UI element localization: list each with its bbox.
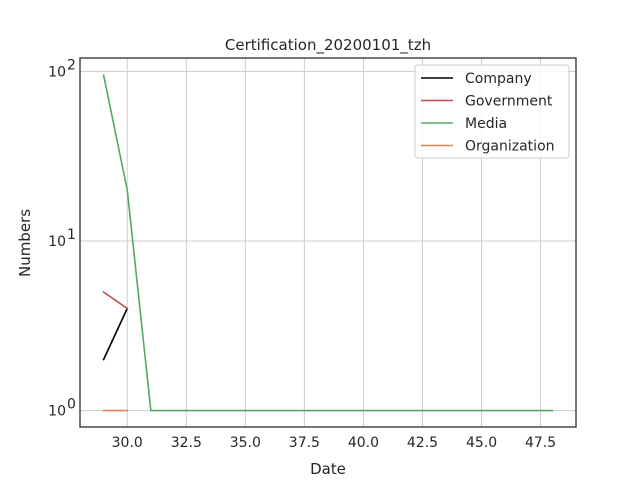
x-tick-label: 40.0 <box>348 435 379 451</box>
x-axis-ticks: 30.0 32.5 35.0 37.5 40.0 42.5 45.0 47.5 <box>112 435 557 451</box>
plot-frame <box>79 57 577 428</box>
y-tick-exponent: 1 <box>67 227 76 243</box>
x-tick-label: 30.0 <box>112 435 143 451</box>
legend-label-government: Government <box>465 94 553 110</box>
y-tick-exponent: 0 <box>67 397 76 413</box>
x-axis-label: Date <box>310 460 346 478</box>
y-axis-label: Numbers <box>16 209 34 277</box>
series-line-media <box>102 74 554 412</box>
y-tick-label: 10 <box>48 234 66 250</box>
y-tick-label: 10 <box>48 64 66 80</box>
y-tick-exponent: 2 <box>67 57 76 73</box>
x-tick-label: 47.5 <box>525 435 556 451</box>
x-tick-label: 42.5 <box>407 435 438 451</box>
x-tick-label: 45.0 <box>466 435 497 451</box>
legend-box <box>414 64 570 159</box>
series-layer <box>102 74 554 412</box>
legend-label-media: Media <box>465 116 507 132</box>
legend-label-company: Company <box>465 71 532 87</box>
x-tick-label: 37.5 <box>289 435 320 451</box>
x-tick-label: 32.5 <box>171 435 202 451</box>
chart-title: Certification_20200101_tzh <box>225 36 431 55</box>
y-tick-label: 10 <box>48 404 66 420</box>
series-line-government <box>102 290 129 310</box>
legend-label-organization: Organization <box>465 139 555 155</box>
x-tick-label: 35.0 <box>230 435 261 451</box>
legend: Company Government Media Organization <box>414 64 570 159</box>
series-line-company <box>102 307 129 361</box>
